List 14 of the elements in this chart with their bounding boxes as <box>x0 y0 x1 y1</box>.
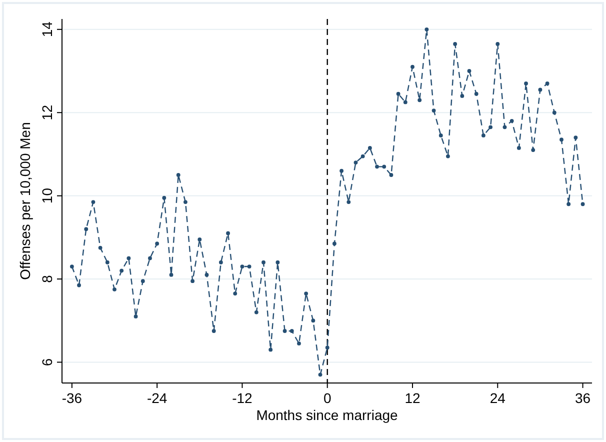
x-tick-label: -24 <box>146 390 168 406</box>
x-axis-title: Months since marriage <box>256 407 398 423</box>
y-tick-label: 8 <box>39 274 55 283</box>
x-tick-label: 12 <box>404 390 420 406</box>
x-tick-label: 0 <box>323 390 332 406</box>
y-tick-label: 12 <box>39 104 55 120</box>
x-tick-label: 36 <box>574 390 591 406</box>
y-tick-label: 10 <box>39 188 55 204</box>
x-tick-label: -12 <box>232 390 253 406</box>
y-tick-label: 6 <box>39 358 55 366</box>
x-tick-label: -36 <box>62 390 82 406</box>
y-tick-label: 14 <box>39 21 55 38</box>
x-tick-label: 24 <box>490 390 506 406</box>
y-axis-title: Offenses per 10,000 Men <box>17 122 33 280</box>
